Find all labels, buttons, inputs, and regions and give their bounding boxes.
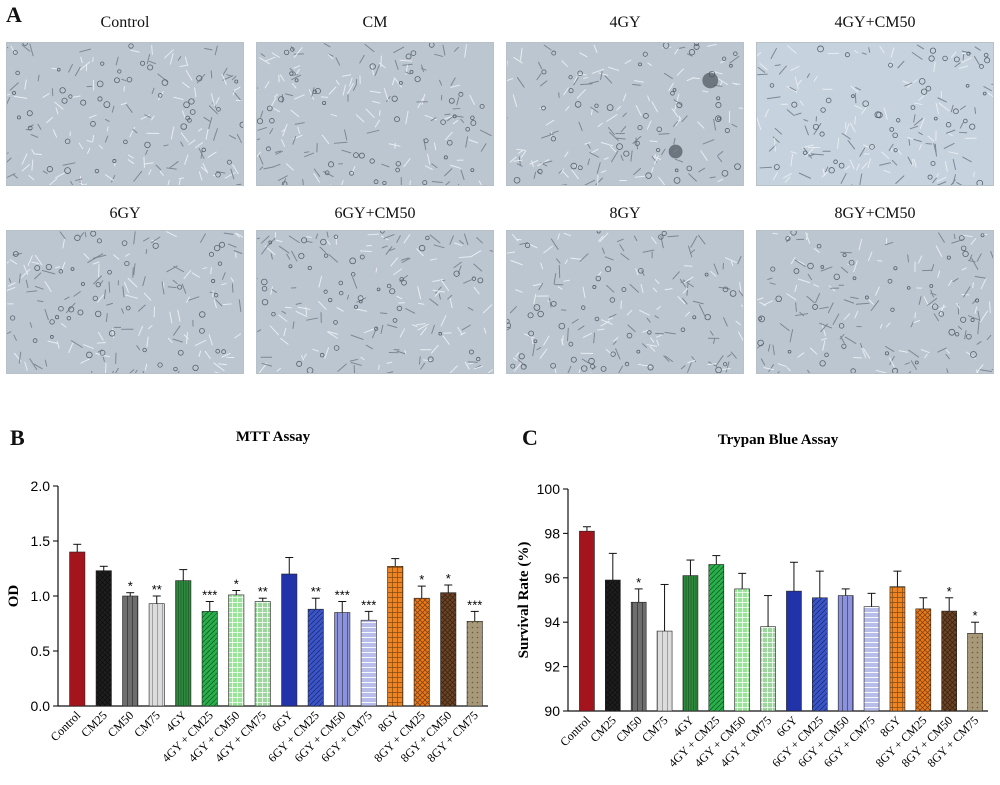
significance-label: *	[234, 577, 239, 592]
x-tick-label: Control	[557, 713, 593, 749]
x-tick-label: CM75	[639, 713, 671, 745]
bar	[307, 608, 324, 707]
significance-label: ***	[467, 597, 482, 612]
bar	[837, 595, 854, 712]
micrograph-title-cm: CM	[362, 14, 388, 31]
bar	[889, 586, 906, 712]
significance-label: ***	[202, 588, 217, 603]
micrograph-title-4gy-cm50: 4GY+CM50	[834, 14, 916, 31]
significance-label: *	[947, 584, 952, 599]
significance-label: **	[152, 582, 162, 597]
micrograph-8gy-cm50	[756, 230, 994, 374]
significance-label: *	[446, 571, 451, 586]
trypan-blue-chart: Trypan Blue Assay Survival Rate (%) 90 92 94…	[516, 432, 988, 770]
y-tick-label: 1.0	[31, 588, 51, 604]
micrograph-4gy	[506, 42, 744, 186]
bar	[334, 612, 351, 707]
x-tick-label: CM50	[105, 708, 137, 740]
micrograph-6gy	[6, 230, 244, 374]
bar	[579, 530, 595, 712]
bar	[605, 579, 621, 712]
bar	[630, 601, 647, 712]
y-tick-label: 100	[537, 481, 561, 497]
y-tick-label: 98	[544, 525, 560, 541]
bar	[656, 630, 673, 712]
y-tick-label: 92	[544, 659, 560, 675]
micrograph-8gy	[506, 230, 744, 374]
x-tick-label: Control	[48, 708, 84, 744]
bar	[122, 595, 139, 707]
x-tick-label: CM25	[587, 713, 619, 745]
y-tick-label: 90	[544, 703, 560, 719]
significance-label: **	[311, 584, 321, 599]
y-axis-label: OD	[6, 585, 22, 608]
micrograph-title-4gy: 4GY	[609, 14, 641, 31]
bar	[95, 570, 112, 707]
bar	[466, 621, 483, 707]
micrograph-control	[6, 42, 244, 186]
y-tick-label: 0.0	[31, 698, 51, 714]
bar	[440, 592, 457, 707]
y-tick-label: 96	[544, 570, 560, 586]
bar	[682, 575, 699, 712]
significance-label: *	[128, 579, 133, 594]
micrograph-6gy-cm50	[256, 230, 494, 374]
bar	[69, 551, 86, 707]
bar	[734, 588, 750, 712]
micrograph-cm	[256, 42, 494, 186]
bar	[863, 606, 880, 712]
bar	[148, 603, 165, 707]
panel-c-label: C	[522, 425, 538, 450]
significance-label: *	[419, 572, 424, 587]
x-tick-label: CM25	[78, 708, 110, 740]
bar	[915, 608, 932, 712]
y-tick-label: 0.5	[31, 643, 51, 659]
y-tick-label: 94	[544, 614, 560, 630]
bar	[760, 626, 776, 712]
y-tick-label: 1.5	[31, 533, 51, 549]
micrograph-title-8gy-cm50: 8GY+CM50	[834, 205, 916, 222]
bar	[708, 564, 725, 712]
bar	[175, 580, 192, 707]
micrograph-title-8gy: 8GY	[609, 205, 641, 222]
bar	[254, 601, 271, 707]
significance-label: *	[973, 608, 978, 623]
bar	[941, 610, 957, 712]
panel-a-label: A	[6, 2, 22, 27]
significance-label: *	[636, 575, 641, 590]
x-tick-label: CM50	[613, 713, 645, 745]
micrograph-4gy-cm50	[756, 42, 994, 186]
bar	[201, 611, 218, 707]
bar	[812, 597, 828, 712]
significance-label: ***	[361, 597, 376, 612]
micrograph-title-6gy: 6GY	[109, 205, 141, 222]
chart-title: MTT Assay	[236, 429, 311, 445]
bar	[387, 566, 404, 707]
micrograph-title-6gy-cm50: 6GY+CM50	[334, 205, 416, 222]
significance-label: **	[258, 584, 268, 599]
bar	[786, 590, 802, 712]
bar	[360, 619, 377, 707]
micrograph-title-control: Control	[100, 14, 150, 31]
chart-title: Trypan Blue Assay	[718, 432, 839, 448]
y-tick-label: 2.0	[31, 478, 51, 494]
significance-label: ***	[335, 588, 350, 603]
bar	[967, 633, 983, 712]
y-axis-label: Survival Rate (%)	[516, 542, 532, 659]
bar	[281, 573, 298, 707]
panel-b-label: B	[10, 425, 25, 450]
x-tick-label: CM75	[131, 708, 163, 740]
bar	[228, 594, 245, 707]
bar	[413, 597, 430, 707]
